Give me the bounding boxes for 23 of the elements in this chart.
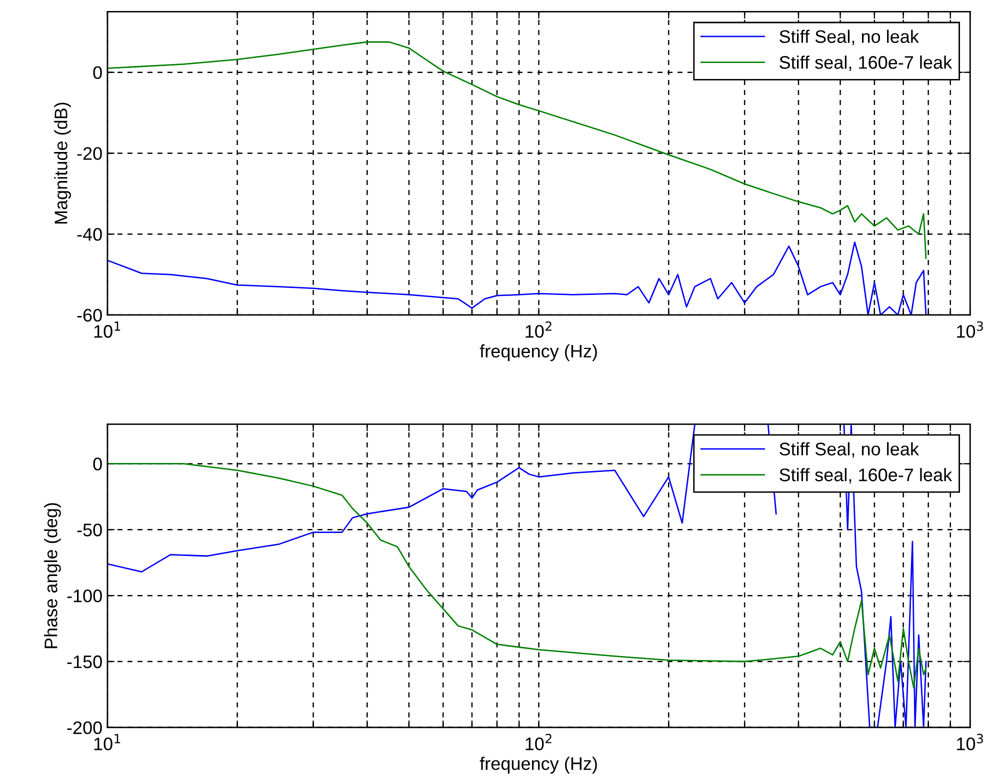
y-tick-label: -200 bbox=[67, 721, 102, 734]
legend-label: Stiff seal, 160e-7 leak bbox=[780, 468, 952, 484]
y-tick-label: 0 bbox=[93, 66, 102, 80]
x-axis-title: frequency (Hz) bbox=[480, 756, 597, 774]
x-tick-label: 10$^{2}$ bbox=[526, 321, 552, 338]
x-tick-label: 10$^{3}$ bbox=[957, 321, 983, 338]
legend-label: Stiff Seal, no leak bbox=[780, 30, 919, 46]
legend-label: Stiff seal, 160e-7 leak bbox=[780, 56, 952, 71]
legend-label: Stiff Seal, no leak bbox=[780, 442, 919, 458]
y-axis-title: Magnitude (dB) bbox=[54, 102, 71, 224]
y-tick-label: 0 bbox=[93, 458, 102, 470]
x-axis-title: frequency (Hz) bbox=[480, 344, 597, 362]
y-tick-label: -60 bbox=[77, 308, 102, 322]
x-tick-label: 10$^{3}$ bbox=[957, 734, 983, 750]
x-tick-label: 10$^{1}$ bbox=[94, 322, 120, 338]
y-axis-title: Phase angle (deg) bbox=[44, 503, 61, 648]
x-tick-label: 10$^{2}$ bbox=[526, 734, 552, 750]
y-tick-label: -150 bbox=[67, 655, 102, 668]
y-tick-label: -50 bbox=[77, 524, 102, 536]
y-tick-label: -20 bbox=[77, 147, 102, 160]
y-tick-label: -40 bbox=[77, 228, 102, 241]
y-tick-label: -100 bbox=[67, 590, 102, 602]
x-tick-label: 10$^{1}$ bbox=[94, 734, 120, 750]
